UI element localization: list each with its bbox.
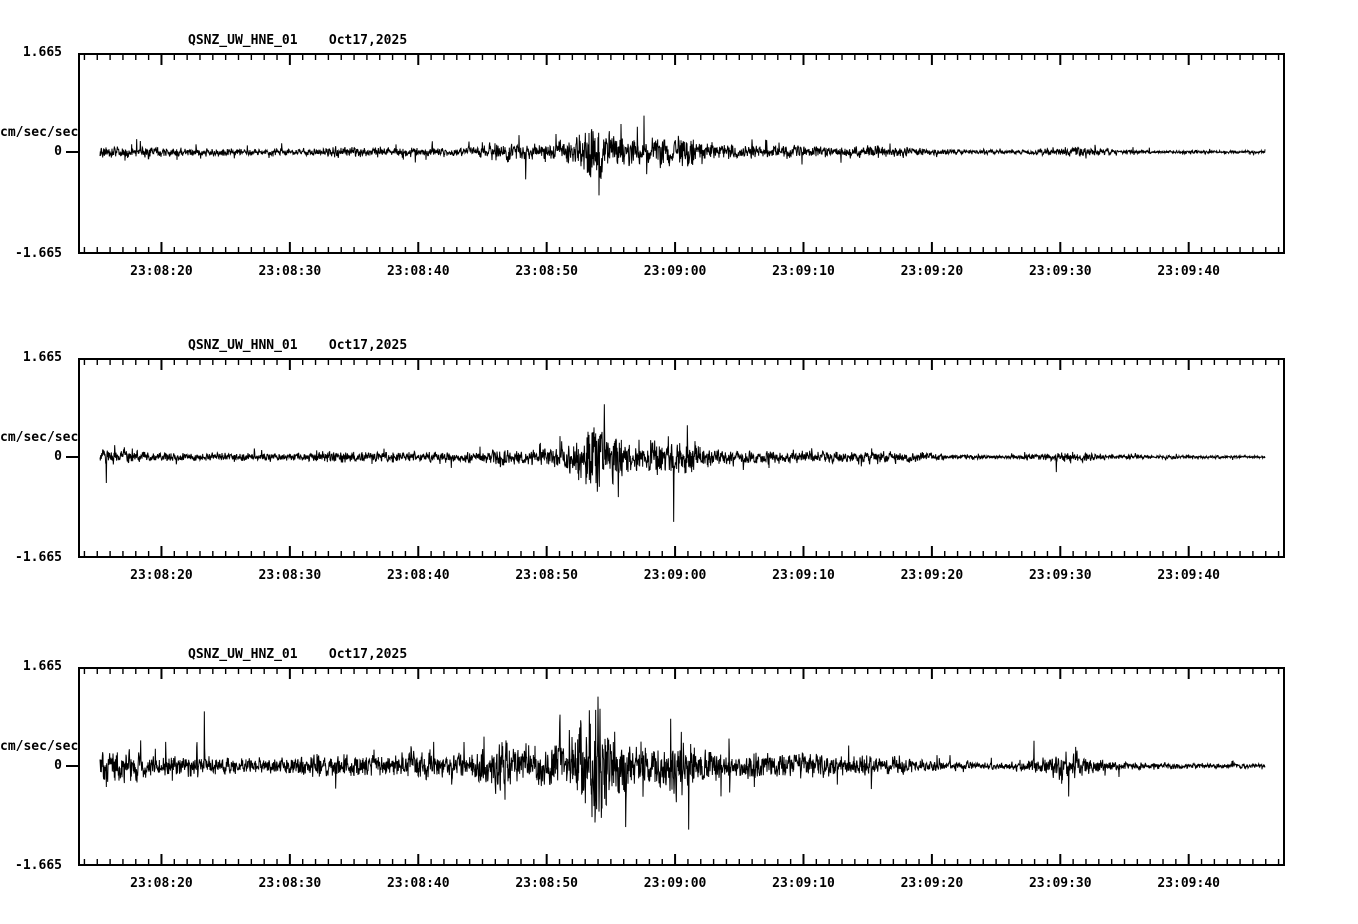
panel-title: QSNZ_UW_HNN_01 Oct17,2025 [188,338,408,353]
x-tick-label: 23:09:20 [900,876,964,891]
x-tick-label: 23:08:20 [130,876,193,891]
y-axis-units-label: cm/sec/sec [0,125,79,140]
x-tick-label: 23:09:30 [1028,568,1092,583]
x-tick-label: 23:09:00 [643,876,707,891]
panel-title: QSNZ_UW_HNZ_01 Oct17,2025 [188,647,408,662]
x-tick-label: 23:09:10 [772,568,835,583]
y-tick-label: -1.665 [15,858,62,873]
y-tick-label: 0 [54,449,62,464]
x-tick-label: 23:09:20 [900,264,964,279]
x-tick-label: 23:08:20 [130,568,193,583]
y-zero-tick [66,765,78,767]
y-axis-units-label: cm/sec/sec [0,739,79,754]
x-tick-label: 23:08:30 [258,568,322,583]
x-tick-label: 23:09:40 [1157,568,1220,583]
y-tick-label: 1.665 [22,350,62,365]
x-tick-label: 23:08:30 [258,264,322,279]
y-zero-tick [66,456,78,458]
y-axis-units-label: cm/sec/sec [0,430,79,445]
y-zero-tick [66,151,78,153]
x-tick-label: 23:08:50 [515,264,578,279]
plot-frame [78,358,1285,558]
x-tick-label: 23:09:00 [643,568,707,583]
y-tick-label: 0 [54,144,62,159]
x-tick-label: 23:09:40 [1157,264,1220,279]
plot-frame [78,53,1285,254]
x-tick-label: 23:09:30 [1028,876,1092,891]
plot-frame [78,667,1285,866]
panel-title: QSNZ_UW_HNE_01 Oct17,2025 [188,33,408,48]
x-tick-label: 23:08:40 [386,876,450,891]
x-tick-label: 23:09:30 [1028,264,1092,279]
x-tick-label: 23:08:50 [515,568,578,583]
y-tick-label: 0 [54,758,62,773]
y-tick-label: -1.665 [15,550,62,565]
x-tick-label: 23:08:40 [386,264,450,279]
x-tick-label: 23:08:40 [386,568,450,583]
x-tick-label: 23:08:20 [130,264,193,279]
x-tick-label: 23:09:10 [772,264,835,279]
x-tick-label: 23:08:50 [515,876,578,891]
x-tick-label: 23:09:00 [643,264,707,279]
x-tick-label: 23:09:20 [900,568,964,583]
x-tick-label: 23:09:10 [772,876,835,891]
y-tick-label: 1.665 [22,45,62,60]
y-tick-label: 1.665 [22,659,62,674]
y-tick-label: -1.665 [15,246,62,261]
x-tick-label: 23:08:30 [258,876,322,891]
x-tick-label: 23:09:40 [1157,876,1220,891]
